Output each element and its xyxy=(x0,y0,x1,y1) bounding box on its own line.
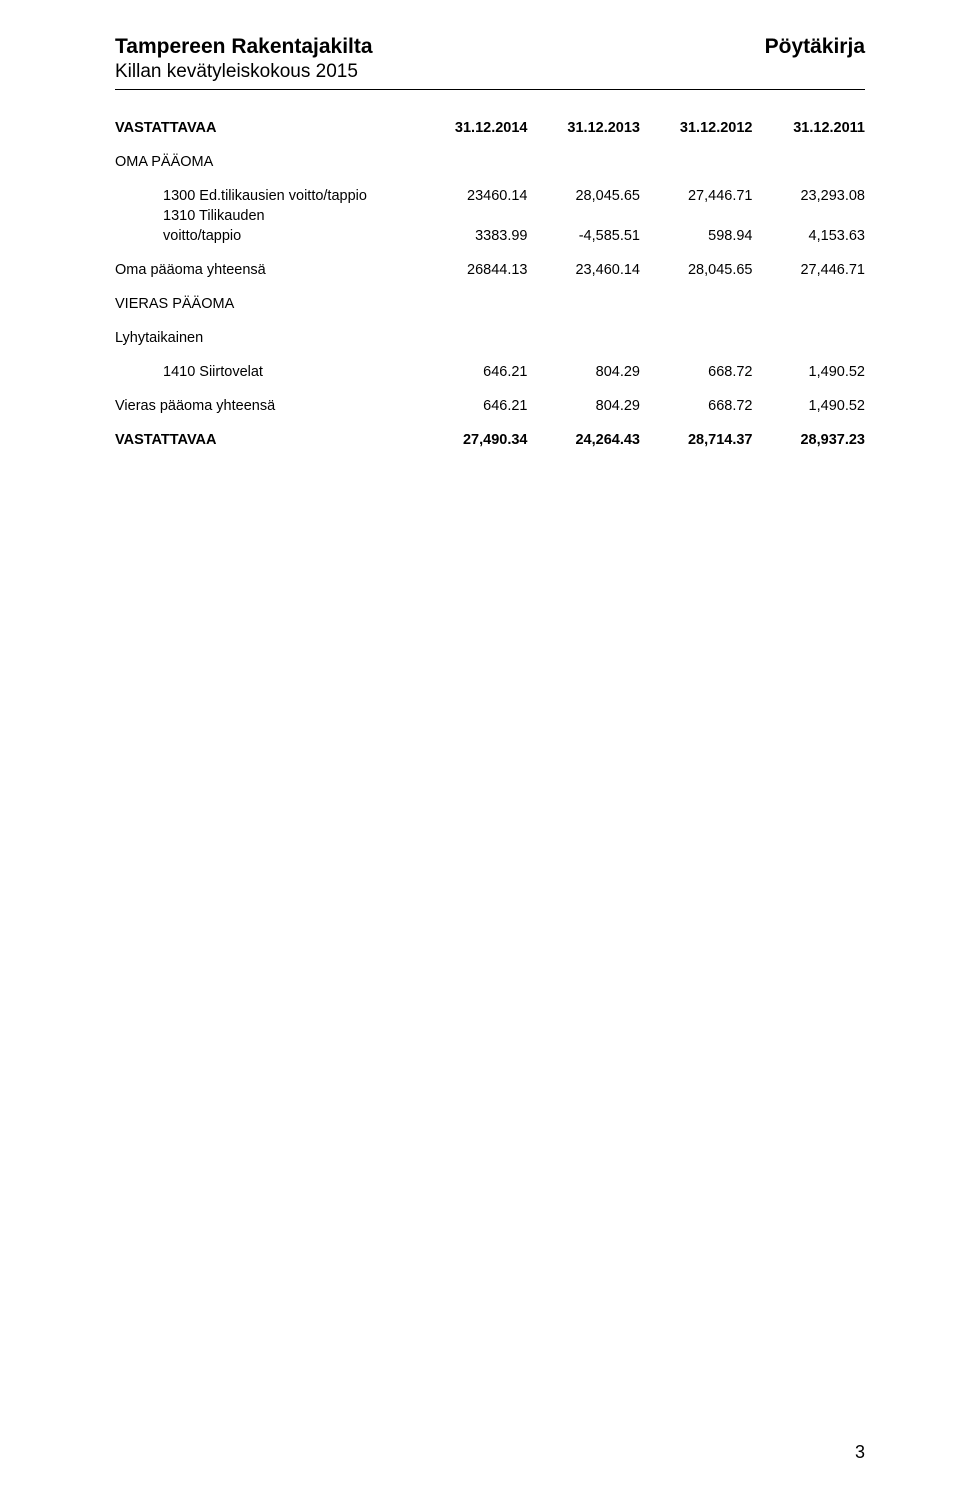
row-vieras-yht-c2: 804.29 xyxy=(528,398,641,414)
row-oma-yht-c1: 26844.13 xyxy=(415,262,528,278)
row-1300-c2: 28,045.65 xyxy=(528,188,641,204)
row-oma-yht-c4: 27,446.71 xyxy=(753,262,866,278)
column-header-3: 31.12.2012 xyxy=(640,120,753,136)
row-oma-yht-c2: 23,460.14 xyxy=(528,262,641,278)
row-vieras-yht-c4: 1,490.52 xyxy=(753,398,866,414)
row-1310b-c2: -4,585.51 xyxy=(528,228,641,244)
row-1300-label: 1300 Ed.tilikausien voitto/tappio xyxy=(115,188,415,204)
doc-title: Tampereen Rakentajakilta xyxy=(115,35,373,59)
doc-subtitle: Killan kevätyleiskokous 2015 xyxy=(115,61,865,83)
row-1310b-c3: 598.94 xyxy=(640,228,753,244)
column-header-2: 31.12.2013 xyxy=(528,120,641,136)
row-1410-label: 1410 Siirtovelat xyxy=(115,364,415,380)
row-vastattavaa-total-label: VASTATTAVAA xyxy=(115,432,415,448)
empty-cell xyxy=(415,208,528,224)
row-1410-c3: 668.72 xyxy=(640,364,753,380)
row-1300-c4: 23,293.08 xyxy=(753,188,866,204)
row-vastattavaa-total-c1: 27,490.34 xyxy=(415,432,528,448)
row-1410-c4: 1,490.52 xyxy=(753,364,866,380)
row-1310a-label: 1310 Tilikauden xyxy=(115,208,415,224)
row-1310b-c1: 3383.99 xyxy=(415,228,528,244)
row-vieras-yht-label: Vieras pääoma yhteensä xyxy=(115,398,415,414)
header-divider xyxy=(115,89,865,90)
row-1300-c3: 27,446.71 xyxy=(640,188,753,204)
row-oma-yht-c3: 28,045.65 xyxy=(640,262,753,278)
section-oma-paaoma: OMA PÄÄOMA xyxy=(115,154,415,170)
column-header-label: VASTATTAVAA xyxy=(115,120,415,136)
row-1410-c2: 804.29 xyxy=(528,364,641,380)
row-1410-c1: 646.21 xyxy=(415,364,528,380)
column-header-1: 31.12.2014 xyxy=(415,120,528,136)
row-oma-yht-label: Oma pääoma yhteensä xyxy=(115,262,415,278)
row-vieras-yht-c1: 646.21 xyxy=(415,398,528,414)
row-vastattavaa-total-c2: 24,264.43 xyxy=(528,432,641,448)
doc-type: Pöytäkirja xyxy=(765,35,865,59)
row-vastattavaa-total-c4: 28,937.23 xyxy=(753,432,866,448)
section-vieras-paaoma: VIERAS PÄÄOMA xyxy=(115,296,415,312)
row-vieras-yht-c3: 668.72 xyxy=(640,398,753,414)
empty-cell xyxy=(640,208,753,224)
row-1310b-c4: 4,153.63 xyxy=(753,228,866,244)
row-vastattavaa-total-c3: 28,714.37 xyxy=(640,432,753,448)
section-lyhytaikainen: Lyhytaikainen xyxy=(115,330,415,346)
empty-cell xyxy=(753,208,866,224)
column-header-4: 31.12.2011 xyxy=(753,120,866,136)
empty-cell xyxy=(528,208,641,224)
row-1310b-label: voitto/tappio xyxy=(115,228,415,244)
page-number: 3 xyxy=(855,1442,865,1463)
row-1300-c1: 23460.14 xyxy=(415,188,528,204)
